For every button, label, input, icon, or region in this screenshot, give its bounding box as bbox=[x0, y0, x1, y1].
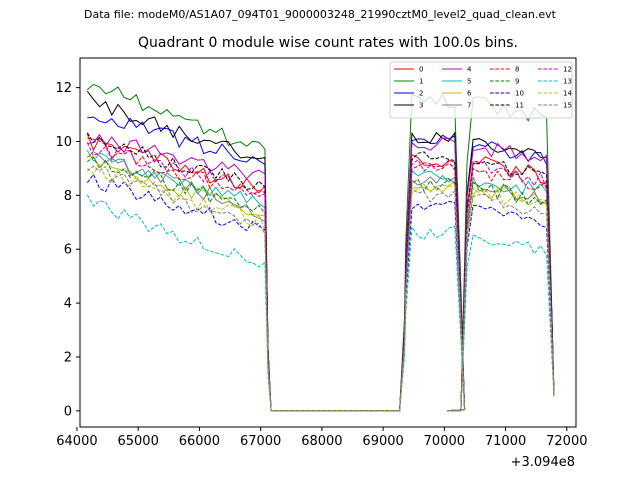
legend-label-8: 8 bbox=[515, 66, 519, 74]
series-10-line bbox=[86, 173, 555, 412]
x-tick-label: 68000 bbox=[301, 434, 342, 449]
suptitle: Data file: modeM0/AS1A07_094T01_90000032… bbox=[84, 8, 556, 21]
series-15-line bbox=[86, 165, 555, 412]
x-tick-label: 70000 bbox=[424, 434, 465, 449]
legend-label-0: 0 bbox=[419, 66, 423, 74]
legend-label-6: 6 bbox=[467, 90, 472, 98]
y-tick-label: 10 bbox=[55, 135, 72, 150]
legend-label-5: 5 bbox=[467, 78, 471, 86]
legend-label-10: 10 bbox=[515, 90, 524, 98]
x-tick-label: 64000 bbox=[56, 434, 97, 449]
x-tick-label: 72000 bbox=[546, 434, 587, 449]
axes-frame bbox=[79, 57, 577, 428]
y-tick-label: 4 bbox=[64, 297, 72, 312]
x-tick-label: 69000 bbox=[362, 434, 403, 449]
y-tick-label: 6 bbox=[64, 243, 72, 258]
series-14-line bbox=[86, 163, 555, 412]
legend-label-11: 11 bbox=[515, 102, 524, 110]
legend-label-15: 15 bbox=[563, 102, 572, 110]
legend-label-1: 1 bbox=[419, 78, 423, 86]
legend-label-3: 3 bbox=[419, 102, 423, 110]
legend-label-7: 7 bbox=[467, 102, 471, 110]
chart-title: Quadrant 0 module wise count rates with … bbox=[138, 35, 518, 51]
series-11-line bbox=[86, 132, 555, 412]
x-tick-label: 65000 bbox=[117, 434, 158, 449]
series-12-line bbox=[86, 142, 555, 412]
x-tick-label: 71000 bbox=[485, 434, 526, 449]
series-3-line bbox=[86, 90, 555, 412]
legend-label-9: 9 bbox=[515, 78, 519, 86]
legend-label-12: 12 bbox=[563, 66, 572, 74]
y-tick-label: 8 bbox=[64, 189, 72, 204]
legend-box bbox=[389, 61, 573, 119]
series-13-line bbox=[86, 194, 555, 412]
x-offset-label: +3.094e8 bbox=[511, 455, 575, 470]
plot-lines bbox=[86, 83, 555, 412]
y-tick-label: 2 bbox=[64, 350, 72, 365]
x-axis: 64000 65000 66000 67000 68000 69000 70000 71000… bbox=[56, 427, 587, 449]
legend-label-2: 2 bbox=[419, 90, 423, 98]
legend-label-14: 14 bbox=[563, 90, 572, 98]
x-tick-label: 66000 bbox=[179, 434, 220, 449]
series-8-line bbox=[87, 137, 555, 412]
legend-label-13: 13 bbox=[563, 78, 572, 86]
y-tick-label: 0 bbox=[64, 404, 72, 419]
series-9-line bbox=[87, 156, 555, 412]
x-tick-label: 67000 bbox=[240, 434, 281, 449]
y-axis: 0 2 4 6 8 10 12 bbox=[55, 81, 80, 419]
legend-label-4: 4 bbox=[467, 66, 472, 74]
series-1-line bbox=[86, 83, 555, 412]
y-tick-label: 12 bbox=[55, 81, 72, 96]
